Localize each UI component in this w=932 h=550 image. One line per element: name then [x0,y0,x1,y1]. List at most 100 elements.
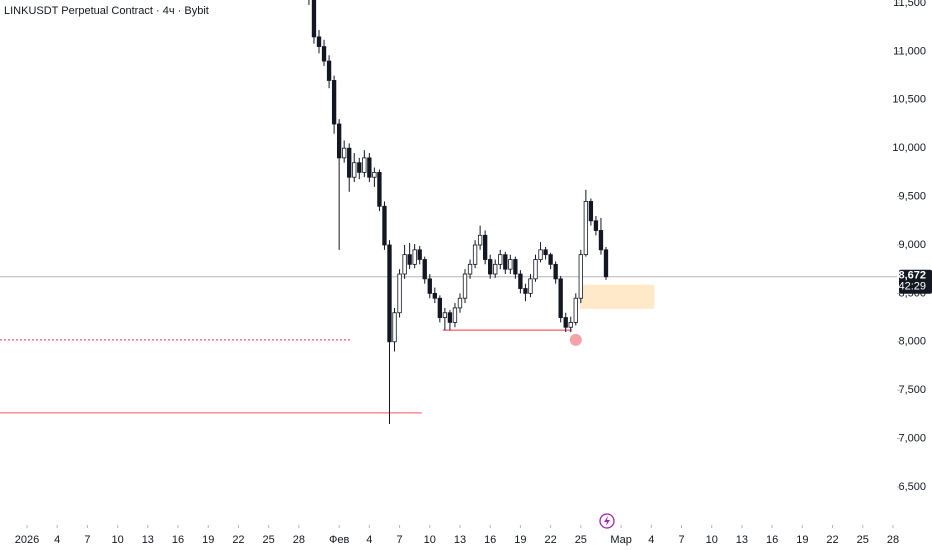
candle-body [377,171,382,207]
candle-body [518,273,523,289]
x-tick-label: 4 [648,534,654,546]
x-tick-label: 10 [706,534,718,546]
x-tick-label: 28 [887,534,899,546]
x-tick-label: 7 [678,534,684,546]
y-tick-label: 11,000 [893,45,926,57]
candle-body [462,273,468,299]
x-tick-label: 22 [544,534,556,546]
candle-body [407,254,412,265]
candle-body [336,123,342,159]
x-tick-label: 16 [766,534,778,546]
candle-body [342,147,347,159]
chart-title: LINKUSDT Perpetual Contract · 4ч · Bybit [4,5,209,17]
price-label: 8,672 [898,270,926,282]
candle-body [598,230,604,251]
y-tick-label: 9,500 [898,190,926,202]
candle-body [357,162,362,173]
candle-body [397,273,402,314]
candle-body [382,205,387,246]
x-tick-label: 25 [263,534,275,546]
alert-icon[interactable] [599,513,615,529]
candle-body [482,234,488,260]
y-tick-label: 7,500 [898,384,926,396]
price-label-box [899,269,932,294]
x-tick-label: 28 [293,534,305,546]
y-tick-label: 9,000 [898,239,926,251]
candle-body [573,297,578,323]
candle-body [437,297,443,318]
candle-body [578,254,583,299]
candle-body [568,322,573,328]
candle-body [362,157,367,173]
x-tick-label: 22 [826,534,838,546]
x-tick-label: 19 [202,534,214,546]
x-tick-label: 13 [454,534,466,546]
x-tick-label: 16 [484,534,496,546]
y-tick-label: 10,000 [892,142,926,154]
candle-body [467,263,473,275]
candle-body [311,0,317,38]
candle-body [392,312,397,343]
candle-body [367,157,372,178]
x-tick-label: 19 [514,534,526,546]
candle-body [493,263,498,275]
candle-body [533,259,538,280]
marker [569,333,582,346]
candle-body [432,292,437,299]
candle-body [548,254,553,265]
candle-body [563,317,568,328]
candle-body [457,297,463,309]
candle-body [387,244,392,343]
x-tick-label: 25 [575,534,587,546]
candle-body [422,259,427,280]
candle-body [508,259,513,270]
candle-body [326,60,332,81]
candle-body [538,249,543,260]
candle-body [352,162,357,178]
candle-body [583,201,589,256]
x-tick-label: 25 [857,534,869,546]
candle-body [447,312,453,323]
x-tick-label: Фев [329,534,349,546]
candle-body [528,278,533,294]
candle-body [316,36,322,47]
x-tick-label: 19 [796,534,808,546]
candle-body [321,46,327,62]
candle-body [412,249,417,265]
candle-body [331,80,337,125]
candle-body [543,249,548,256]
candle-body [417,249,422,260]
plot-area [0,0,897,425]
candle-body [372,171,377,178]
candle-body [523,288,528,294]
x-tick-label: 13 [142,534,154,546]
candle-body [513,259,518,275]
candle-body [558,278,563,318]
candle-body [588,201,594,222]
candle-body [427,278,432,294]
y-tick-label: 10,500 [892,94,926,106]
x-tick-label: Мар [610,534,632,546]
y-tick-label: 7,000 [898,432,926,444]
x-tick-label: 13 [736,534,748,546]
x-tick-label: 10 [111,534,123,546]
candle-body [442,312,448,318]
candle-body [503,254,508,270]
x-tick-label: 16 [172,534,184,546]
x-tick-label: 7 [84,534,90,546]
x-tick-label: 7 [396,534,402,546]
candle-body [452,307,458,323]
x-tick-label: 4 [366,534,372,546]
y-tick-label: 6,500 [898,481,926,493]
candle-body [603,249,609,278]
zone [579,284,655,309]
candle-body [477,234,483,246]
x-tick-label: 22 [232,534,244,546]
candle-body [347,147,352,178]
x-tick-label: 2026 [15,534,39,546]
candle-body [488,259,493,275]
candle-body [402,254,407,275]
candle-body [472,244,478,265]
x-tick-label: 10 [424,534,436,546]
